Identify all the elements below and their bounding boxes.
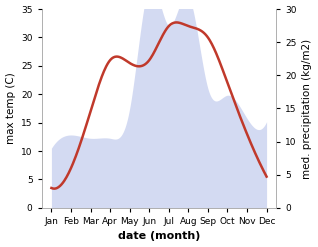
Y-axis label: max temp (C): max temp (C) xyxy=(5,73,16,144)
Y-axis label: med. precipitation (kg/m2): med. precipitation (kg/m2) xyxy=(302,38,313,179)
X-axis label: date (month): date (month) xyxy=(118,231,200,242)
